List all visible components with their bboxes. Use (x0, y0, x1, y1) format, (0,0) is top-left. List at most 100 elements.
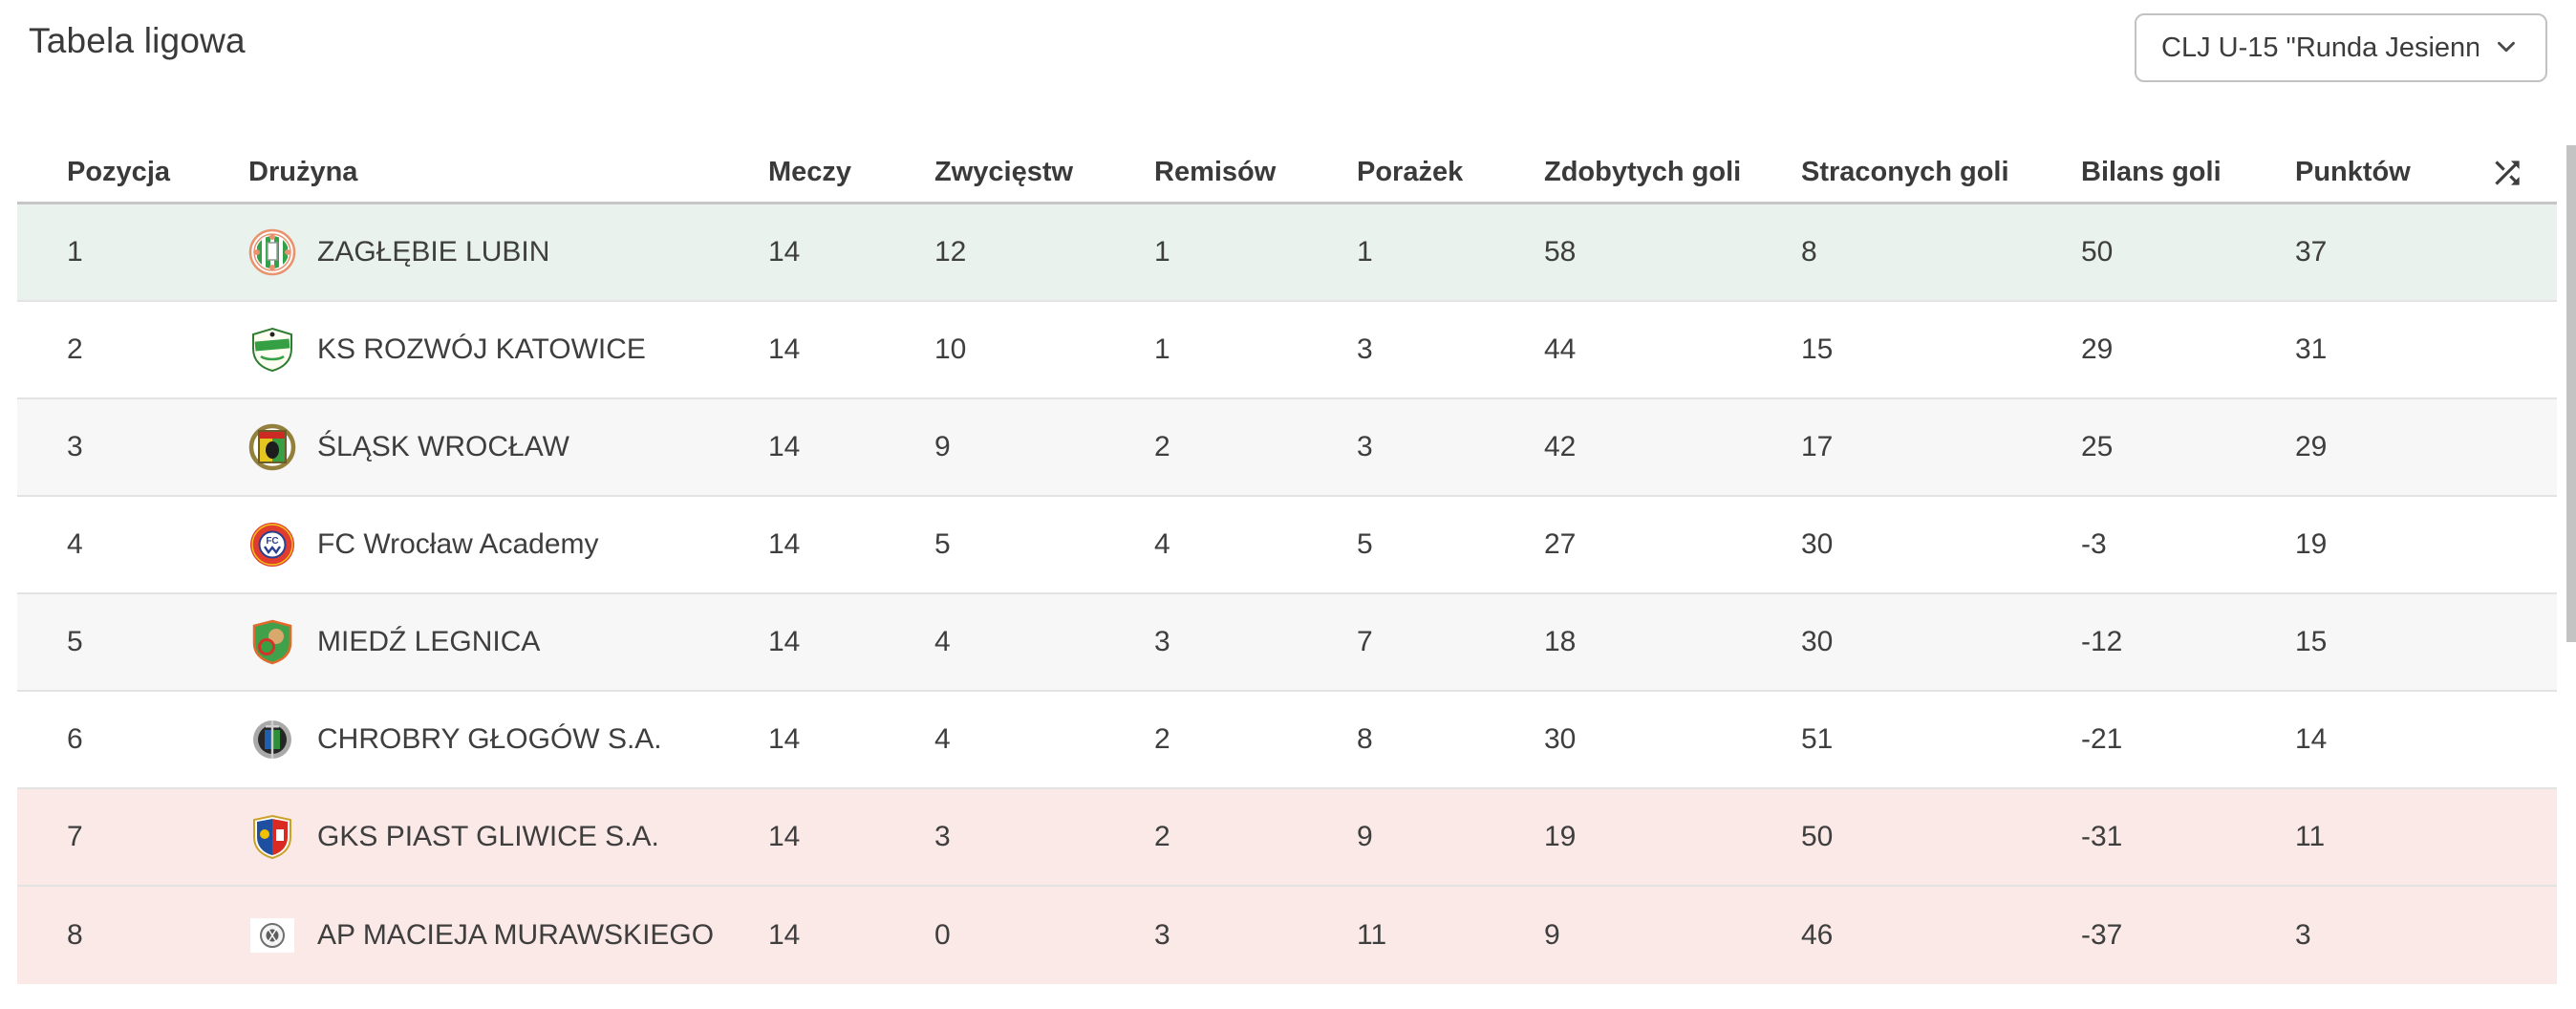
column-header-pozycja: Pozycja (67, 157, 170, 187)
draws-cell: 3 (1154, 626, 1170, 657)
goal-balance-cell: -12 (2081, 626, 2123, 657)
goals-against-cell: 30 (1801, 626, 1834, 657)
matches-cell: 14 (768, 236, 801, 268)
losses-cell: 3 (1357, 333, 1373, 365)
points-cell: 29 (2295, 431, 2328, 462)
losses-cell: 1 (1357, 236, 1373, 268)
team-name: KS ROZWÓJ KATOWICE (317, 333, 646, 365)
goal-balance-cell: 25 (2081, 431, 2114, 462)
wins-cell: 12 (934, 236, 967, 268)
position-cell: 4 (67, 528, 83, 560)
goals-for-cell: 58 (1544, 236, 1577, 268)
goals-against-cell: 46 (1801, 919, 1834, 951)
position-cell: 2 (67, 333, 83, 365)
table-row[interactable]: 8 AP MACIEJA MURAWSKIEGO 14 0 3 11 9 46 … (17, 887, 2557, 984)
matches-cell: 14 (768, 919, 801, 951)
table-row[interactable]: 2 KS ROZWÓJ KATOWICE 14 10 1 3 44 15 29 (17, 302, 2557, 399)
team-name: GKS PIAST GLIWICE S.A. (317, 821, 659, 852)
table-row[interactable]: 3 ŚLĄSK WROCŁAW 14 9 2 3 42 (17, 399, 2557, 497)
matches-cell: 14 (768, 821, 801, 852)
team-name: ŚLĄSK WROCŁAW (317, 431, 569, 462)
position-cell: 1 (67, 236, 83, 268)
draws-cell: 2 (1154, 821, 1170, 852)
points-cell: 31 (2295, 333, 2328, 365)
goals-for-cell: 9 (1544, 919, 1560, 951)
position-cell: 3 (67, 431, 83, 462)
team-name: AP MACIEJA MURAWSKIEGO (317, 919, 715, 951)
column-header-straconych-goli: Straconych goli (1801, 157, 2009, 187)
miedz-legnica-crest (248, 618, 296, 666)
team-name: MIEDŹ LEGNICA (317, 626, 541, 657)
points-cell: 14 (2295, 723, 2328, 755)
goal-balance-cell: -21 (2081, 723, 2123, 755)
position-cell: 5 (67, 626, 83, 657)
gks-piast-gliwice-crest (248, 813, 296, 861)
goals-against-cell: 17 (1801, 431, 1834, 462)
column-header-zdobytych-goli: Zdobytych goli (1544, 157, 1742, 187)
position-cell: 7 (67, 821, 83, 852)
goals-against-cell: 15 (1801, 333, 1834, 365)
losses-cell: 3 (1357, 431, 1373, 462)
team-name: ZAGŁĘBIE LUBIN (317, 236, 550, 268)
matches-cell: 14 (768, 626, 801, 657)
goals-against-cell: 8 (1801, 236, 1817, 268)
goals-for-cell: 27 (1544, 528, 1577, 560)
draws-cell: 2 (1154, 431, 1170, 462)
table-row[interactable]: 4 FC FC Wrocław Academy 14 5 4 5 27 30 (17, 497, 2557, 594)
zaglebie-lubin-crest (248, 228, 296, 276)
wins-cell: 4 (934, 723, 951, 755)
table-header-row: Pozycja Drużyna Meczy Zwycięstw Remisów … (17, 143, 2557, 204)
matches-cell: 14 (768, 528, 801, 560)
season-select-value: CLJ U-15 "Runda Jesienna G... (2161, 32, 2479, 63)
slask-wroclaw-crest (248, 423, 296, 471)
page-title: Tabela ligowa (29, 21, 246, 60)
points-cell: 11 (2295, 821, 2326, 852)
losses-cell: 11 (1357, 919, 1387, 951)
table-row[interactable]: 5 MIEDŹ LEGNICA 14 4 3 7 18 30 -12 15 (17, 594, 2557, 692)
goal-balance-cell: -31 (2081, 821, 2123, 852)
chevron-down-icon (2479, 32, 2521, 64)
goals-for-cell: 18 (1544, 626, 1577, 657)
column-header-zwyciestw: Zwycięstw (934, 157, 1074, 187)
rozwoj-katowice-crest (248, 326, 296, 374)
draws-cell: 2 (1154, 723, 1170, 755)
column-header-bilans-goli: Bilans goli (2081, 157, 2222, 187)
table-row[interactable]: 1 (17, 204, 2557, 302)
losses-cell: 8 (1357, 723, 1373, 755)
goal-balance-cell: 29 (2081, 333, 2114, 365)
losses-cell: 9 (1357, 821, 1373, 852)
table-row[interactable]: 7 GKS PIAST GLIWICE S.A. 14 3 2 9 19 (17, 789, 2557, 887)
goals-against-cell: 30 (1801, 528, 1834, 560)
points-cell: 3 (2295, 919, 2311, 951)
svg-text:FC: FC (266, 536, 278, 547)
losses-cell: 5 (1357, 528, 1373, 560)
shuffle-icon[interactable] (2489, 155, 2557, 191)
goal-balance-cell: 50 (2081, 236, 2114, 268)
scrollbar[interactable] (2566, 145, 2576, 642)
points-cell: 15 (2295, 626, 2328, 657)
matches-cell: 14 (768, 333, 801, 365)
goal-balance-cell: -3 (2081, 528, 2107, 560)
wins-cell: 5 (934, 528, 951, 560)
goals-for-cell: 30 (1544, 723, 1577, 755)
wins-cell: 0 (934, 919, 951, 951)
table-row[interactable]: 6 CHROBRY GŁOGÓW S.A. 14 4 2 8 (17, 692, 2557, 789)
wins-cell: 10 (934, 333, 967, 365)
draws-cell: 1 (1154, 333, 1170, 365)
season-select[interactable]: CLJ U-15 "Runda Jesienna G... (2135, 13, 2547, 82)
points-cell: 37 (2295, 236, 2328, 268)
goals-against-cell: 51 (1801, 723, 1834, 755)
position-cell: 8 (67, 919, 83, 951)
wins-cell: 4 (934, 626, 951, 657)
column-header-meczy: Meczy (768, 157, 852, 187)
chrobry-glogow-crest (248, 716, 296, 763)
team-name: CHROBRY GŁOGÓW S.A. (317, 723, 662, 755)
goals-for-cell: 42 (1544, 431, 1577, 462)
column-header-porazek: Porażek (1357, 157, 1464, 187)
fc-wroclaw-academy-crest: FC (248, 521, 296, 569)
goals-for-cell: 44 (1544, 333, 1577, 365)
team-name: FC Wrocław Academy (317, 528, 599, 560)
matches-cell: 14 (768, 723, 801, 755)
draws-cell: 4 (1154, 528, 1170, 560)
